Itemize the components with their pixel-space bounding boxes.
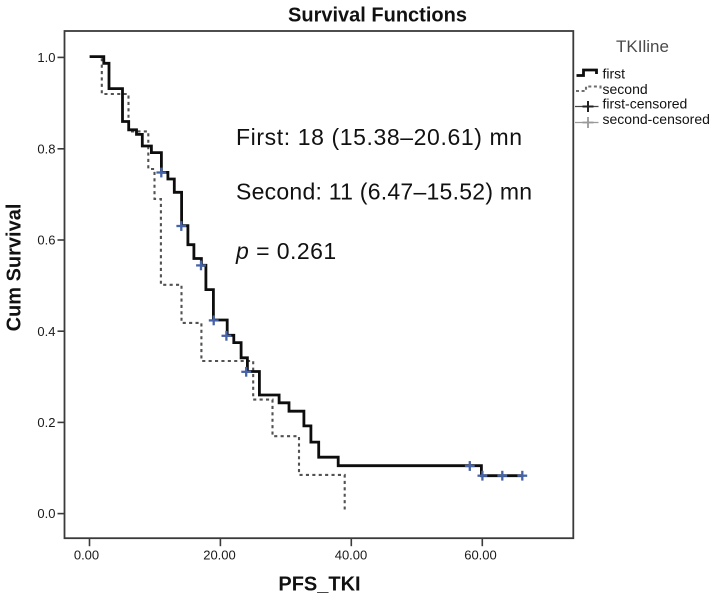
svg-text:0.0: 0.0 — [37, 506, 55, 521]
svg-text:0.2: 0.2 — [37, 415, 55, 430]
svg-text:0.00: 0.00 — [74, 548, 99, 563]
svg-text:p = 0.261: p = 0.261 — [235, 238, 337, 264]
svg-text:0.8: 0.8 — [37, 141, 55, 156]
svg-text:1.0: 1.0 — [37, 50, 55, 65]
svg-text:first-censored: first-censored — [603, 96, 688, 112]
svg-text:0.6: 0.6 — [37, 233, 55, 248]
svg-text:20.00: 20.00 — [203, 548, 236, 563]
svg-text:TKIline: TKIline — [616, 37, 669, 56]
svg-text:Survival Functions: Survival Functions — [288, 4, 467, 26]
svg-text:Cum Survival: Cum Survival — [4, 204, 26, 332]
svg-text:second: second — [603, 81, 648, 97]
svg-text:60.00: 60.00 — [464, 548, 497, 563]
svg-text:second-censored: second-censored — [603, 111, 710, 127]
svg-text:Second: 11 (6.47–15.52) mn: Second: 11 (6.47–15.52) mn — [236, 179, 532, 205]
svg-text:first: first — [603, 66, 626, 82]
svg-text:PFS_TKI: PFS_TKI — [278, 574, 360, 596]
svg-text:0.4: 0.4 — [37, 324, 55, 339]
svg-text:40.00: 40.00 — [335, 548, 368, 563]
svg-text:First: 18 (15.38–20.61) mn: First: 18 (15.38–20.61) mn — [236, 124, 523, 150]
